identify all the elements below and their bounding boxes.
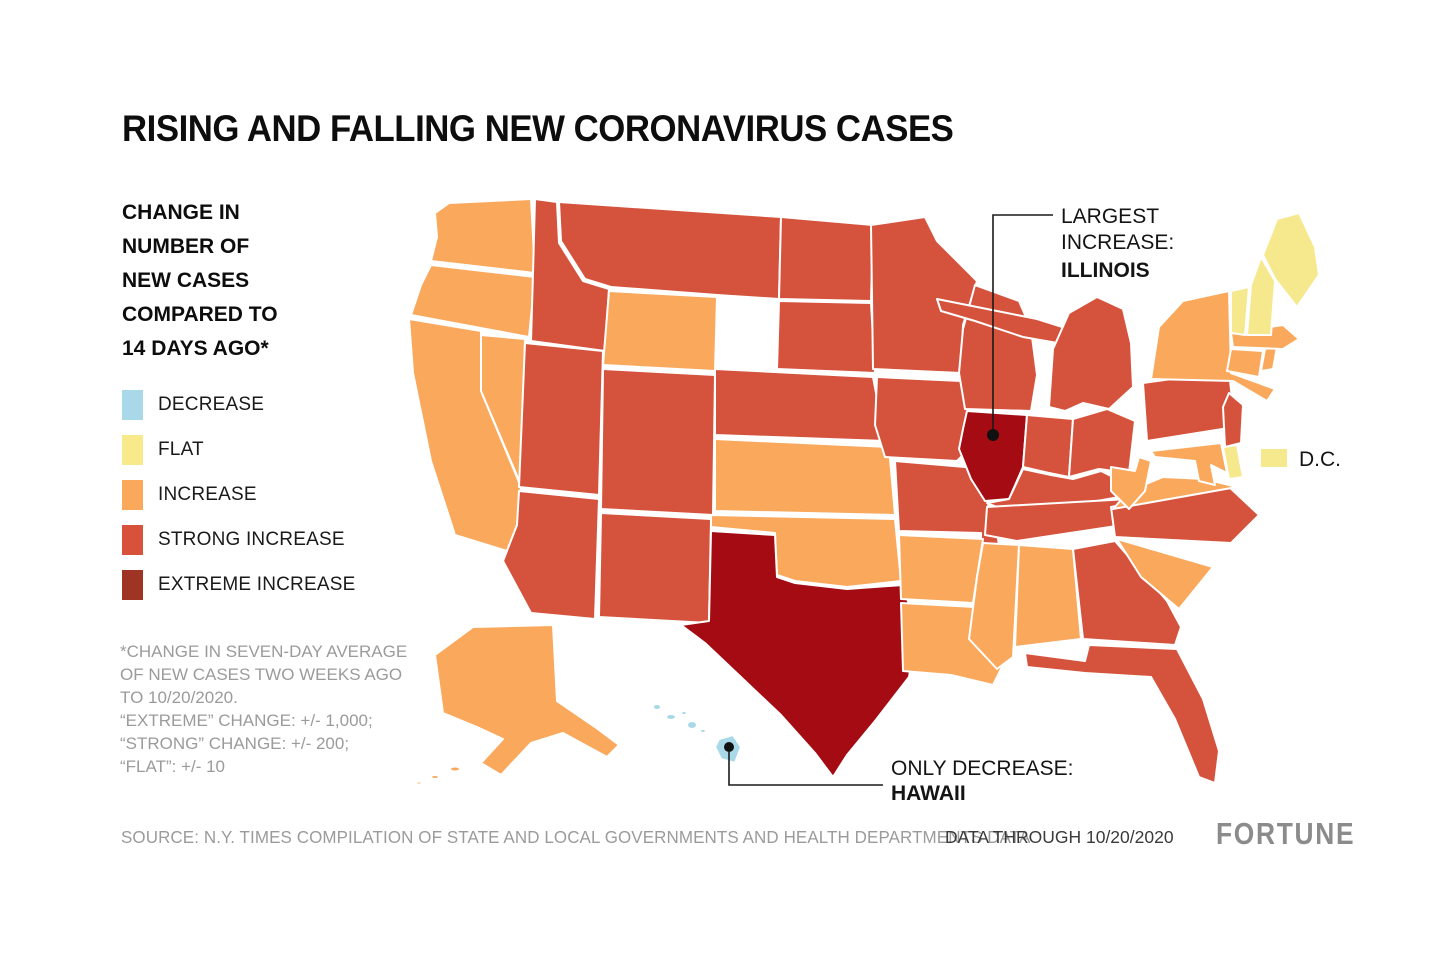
footnote-line: “EXTREME” CHANGE: +/- 1,000; [120, 711, 373, 730]
state-HI [652, 703, 662, 711]
footnote-line: “FLAT”: +/- 10 [120, 757, 226, 776]
illinois-callout-dot [987, 429, 999, 441]
state-ME [1262, 212, 1320, 308]
state-NE [714, 368, 886, 442]
subtitle-line: CHANGE IN [122, 201, 240, 224]
state-MD [1150, 442, 1228, 486]
illinois-callout-line [992, 214, 1053, 435]
chart-subtitle: CHANGE IN NUMBER OF NEW CASES COMPARED T… [122, 196, 278, 366]
legend-item-increase: INCREASE [122, 472, 355, 517]
state-WV [1110, 456, 1152, 510]
footnote-line: TO 10/20/2020. [120, 688, 238, 707]
increase-swatch [122, 479, 143, 510]
dc-label: D.C. [1299, 448, 1341, 471]
extreme-increase-swatch [122, 569, 143, 600]
state-AK-aleutians [449, 765, 461, 773]
state-HI [686, 720, 698, 730]
subtitle-line: 14 DAYS AGO* [122, 337, 269, 360]
illinois-callout-text: LARGEST [1061, 205, 1159, 228]
state-AK [434, 624, 620, 776]
state-WI [958, 284, 1038, 412]
fortune-logo: FORTUNE [1216, 816, 1356, 851]
subtitle-line: NEW CASES [122, 269, 250, 292]
state-WA [430, 198, 536, 274]
hawaii-callout-text: ONLY DECREASE: [891, 757, 1073, 780]
state-KS [714, 438, 896, 516]
data-through-label: DATA THROUGH 10/20/2020 [945, 827, 1174, 847]
state-WY [602, 290, 718, 372]
source-credit: SOURCE: N.Y. TIMES COMPILATION OF STATE … [121, 827, 1031, 847]
state-NH [1246, 256, 1276, 336]
illinois-callout-name: ILLINOIS [1061, 259, 1150, 282]
state-AL [1014, 544, 1082, 648]
state-TN [984, 498, 1130, 542]
footnote-line: OF NEW CASES TWO WEEKS AGO [120, 665, 403, 684]
state-AK-aleutians [430, 774, 440, 780]
state-AK-aleutians [415, 780, 423, 786]
state-MI [1048, 296, 1134, 412]
footnote-line: “STRONG” CHANGE: +/- 200; [120, 734, 350, 753]
state-ND [778, 216, 874, 302]
state-CT [1226, 348, 1264, 378]
dc-swatch [1261, 449, 1287, 467]
state-NJ [1222, 392, 1244, 448]
state-AR [898, 534, 984, 604]
footnote: *CHANGE IN SEVEN-DAY AVERAGE OF NEW CASE… [120, 640, 407, 778]
legend-item-decrease: DECREASE [122, 382, 355, 427]
legend-item-extreme-increase: EXTREME INCREASE [122, 562, 355, 607]
legend-label: EXTREME INCREASE [158, 573, 356, 595]
flat-swatch [122, 434, 143, 465]
us-choropleth-map: D.C. LARGEST INCREASE: ILLINOIS ONLY DEC… [385, 185, 1345, 810]
state-NY [1150, 290, 1276, 402]
legend-label: FLAT [158, 438, 204, 460]
legend-label: DECREASE [158, 393, 265, 415]
footnote-line: *CHANGE IN SEVEN-DAY AVERAGE [120, 642, 408, 661]
legend-label: INCREASE [158, 483, 257, 505]
state-OR [410, 264, 536, 338]
hawaii-callout-name: HAWAII [891, 782, 966, 805]
strong-increase-swatch [122, 524, 143, 555]
legend-item-flat: FLAT [122, 427, 355, 472]
legend-item-strong-increase: STRONG INCREASE [122, 517, 355, 562]
state-DE [1222, 444, 1244, 480]
subtitle-line: COMPARED TO [122, 303, 278, 326]
state-OH [1068, 408, 1136, 478]
state-HI [665, 713, 677, 721]
legend-label: STRONG INCREASE [158, 528, 345, 550]
hawaii-callout-line [728, 751, 883, 786]
state-TX [680, 530, 918, 778]
hawaii-callout-dot [724, 742, 734, 752]
legend: DECREASE FLAT INCREASE STRONG INCREASE E… [122, 382, 355, 607]
decrease-swatch [122, 389, 143, 420]
state-SC [1116, 538, 1214, 610]
page-title: RISING AND FALLING NEW CORONAVIRUS CASES [122, 108, 954, 149]
state-AZ [502, 490, 600, 620]
state-OK [710, 514, 902, 588]
state-CO [600, 368, 716, 516]
state-SD [776, 300, 876, 374]
map-svg: D.C. LARGEST INCREASE: ILLINOIS ONLY DEC… [408, 198, 1341, 805]
illinois-callout-text: INCREASE: [1061, 231, 1174, 254]
state-FL [1024, 644, 1220, 784]
state-ID [530, 198, 610, 352]
state-IN [1022, 414, 1074, 478]
state-HI [680, 710, 688, 716]
state-GA [1072, 540, 1182, 646]
subtitle-line: NUMBER OF [122, 235, 250, 258]
state-HI [699, 728, 707, 734]
state-NM [598, 512, 712, 624]
state-UT [518, 342, 604, 496]
state-VT [1230, 286, 1250, 336]
